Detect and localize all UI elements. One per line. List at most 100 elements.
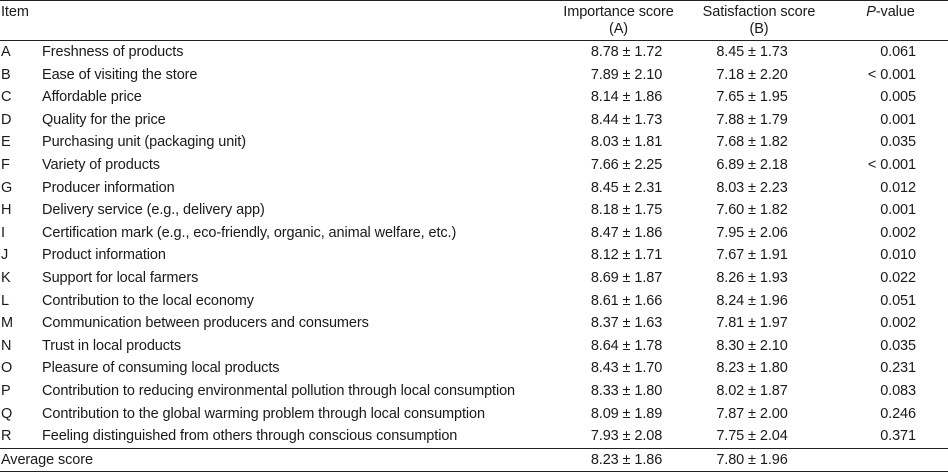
row-p-value: 0.051 — [880, 292, 916, 309]
table-row: D Quality for the price 8.44 ± 1.73 7.88 ± … — [0, 109, 948, 132]
row-satisfaction-score: 7.88 ± 1.79 — [716, 111, 788, 128]
table-row: O Pleasure of consuming local products 8.4… — [0, 357, 948, 380]
row-item-label: Delivery service (e.g., delivery app) — [42, 202, 265, 219]
row-letter: F — [1, 156, 10, 173]
table-row: M Communication between producers and con… — [0, 312, 948, 335]
row-item-label: Communication between producers and cons… — [42, 315, 369, 332]
row-satisfaction-score: 8.24 ± 1.96 — [716, 292, 788, 309]
table-row: C Affordable price 8.14 ± 1.86 7.65 ± 1.95 0… — [0, 86, 948, 109]
row-satisfaction-score: 7.60 ± 1.82 — [716, 202, 788, 219]
table-row: F Variety of products 7.66 ± 2.25 6.89 ± 2.… — [0, 154, 948, 177]
row-letter: R — [1, 428, 12, 445]
table-row: E Purchasing unit (packaging unit) 8.03 ± … — [0, 131, 948, 154]
row-importance-score: 8.45 ± 2.31 — [590, 179, 663, 196]
row-p-value: < 0.001 — [867, 66, 916, 83]
row-letter: C — [1, 89, 12, 106]
table-row: P Contribution to reducing environmental … — [0, 380, 948, 403]
row-importance-score: 7.66 ± 2.25 — [590, 156, 663, 173]
table-row: H Delivery service (e.g., delivery app) 8.… — [0, 199, 948, 222]
row-satisfaction-score: 8.23 ± 1.80 — [716, 360, 788, 377]
row-importance-score: 8.64 ± 1.78 — [590, 337, 663, 354]
row-p-value: 0.002 — [880, 224, 916, 241]
table-row: J Product information 8.12 ± 1.71 7.67 ± 1.… — [0, 244, 948, 267]
table-body: A Freshness of products 8.78 ± 1.72 8.45 ± … — [0, 41, 948, 449]
row-p-value: 0.035 — [880, 134, 916, 151]
row-letter: H — [1, 202, 12, 219]
row-letter: J — [1, 247, 9, 264]
row-satisfaction-score: 6.89 ± 2.18 — [716, 156, 788, 173]
header-satisfaction: Satisfaction score (B) — [685, 1, 833, 41]
row-importance-score: 8.78 ± 1.72 — [590, 44, 663, 60]
row-item-label: Contribution to the local economy — [42, 292, 254, 309]
row-letter: L — [1, 292, 9, 309]
row-satisfaction-score: 7.95 ± 2.06 — [716, 224, 788, 241]
row-importance-score: 8.12 ± 1.71 — [590, 247, 663, 264]
row-p-value: 0.371 — [880, 428, 916, 445]
row-letter: I — [1, 224, 5, 241]
row-p-value: 0.246 — [880, 405, 916, 422]
row-satisfaction-score: 7.65 ± 1.95 — [716, 89, 788, 106]
row-item-label: Pleasure of consuming local products — [42, 360, 280, 377]
row-importance-score: 8.44 ± 1.73 — [590, 111, 663, 128]
row-importance-score: 8.37 ± 1.63 — [590, 315, 663, 332]
row-letter: Q — [1, 405, 13, 422]
row-letter: O — [1, 360, 13, 377]
row-importance-score: 8.69 ± 1.87 — [590, 269, 663, 286]
row-satisfaction-score: 8.26 ± 1.93 — [716, 269, 788, 286]
average-importance: 8.23 ± 1.86 — [590, 451, 663, 468]
row-importance-score: 8.03 ± 1.81 — [590, 134, 663, 151]
row-p-value: 0.061 — [880, 44, 916, 60]
row-letter: A — [1, 44, 11, 60]
row-p-value: 0.035 — [880, 337, 916, 354]
row-satisfaction-score: 8.45 ± 1.73 — [716, 44, 788, 60]
row-importance-score: 7.89 ± 2.10 — [590, 66, 663, 83]
row-letter: N — [1, 337, 12, 354]
row-importance-score: 7.93 ± 2.08 — [590, 428, 663, 445]
row-p-value: 0.001 — [880, 111, 916, 128]
row-satisfaction-score: 8.30 ± 2.10 — [716, 337, 788, 354]
header-p-value: P-value — [833, 1, 948, 41]
row-importance-score: 8.47 ± 1.86 — [590, 224, 663, 241]
row-p-value: < 0.001 — [867, 156, 916, 173]
row-importance-score: 8.09 ± 1.89 — [590, 405, 663, 422]
row-item-label: Producer information — [42, 179, 175, 196]
header-item: Item — [0, 1, 552, 41]
header-p-rest: -value — [875, 4, 915, 20]
row-importance-score: 8.18 ± 1.75 — [590, 202, 663, 219]
row-item-label: Contribution to the global warming probl… — [42, 405, 485, 422]
header-importance-line1: Importance score — [563, 4, 674, 20]
row-item-label: Support for local farmers — [42, 269, 199, 286]
table-footer: Average score 8.23 ± 1.86 7.80 ± 1.96 — [0, 448, 948, 472]
row-satisfaction-score: 7.87 ± 2.00 — [716, 405, 788, 422]
row-importance-score: 8.14 ± 1.86 — [590, 89, 663, 106]
table-row: K Support for local farmers 8.69 ± 1.87 8.2… — [0, 267, 948, 290]
header-item-label: Item — [1, 4, 29, 20]
row-p-value: 0.022 — [880, 269, 916, 286]
row-letter: P — [1, 382, 11, 399]
row-p-value: 0.231 — [880, 360, 916, 377]
header-row: Item Importance score (A) Satisfaction s… — [0, 0, 948, 41]
row-satisfaction-score: 8.03 ± 2.23 — [716, 179, 788, 196]
row-item-label: Quality for the price — [42, 111, 166, 128]
row-p-value: 0.083 — [880, 382, 916, 399]
table-row: L Contribution to the local economy 8.61 ±… — [0, 290, 948, 313]
row-item-label: Freshness of products — [42, 44, 184, 60]
average-p-value — [833, 448, 948, 471]
row-p-value: 0.005 — [880, 89, 916, 106]
row-satisfaction-score: 7.67 ± 1.91 — [716, 247, 788, 264]
row-item-label: Trust in local products — [42, 337, 181, 354]
row-item-label: Feeling distinguished from others throug… — [42, 428, 458, 445]
table-row: I Certification mark (e.g., eco-friendly,… — [0, 222, 948, 245]
header-importance: Importance score (A) — [552, 1, 685, 41]
table-row: N Trust in local products 8.64 ± 1.78 8.30 … — [0, 335, 948, 358]
row-p-value: 0.001 — [880, 202, 916, 219]
row-importance-score: 8.43 ± 1.70 — [590, 360, 663, 377]
row-letter: E — [1, 134, 11, 151]
table-row: A Freshness of products 8.78 ± 1.72 8.45 ± … — [0, 41, 948, 64]
row-satisfaction-score: 7.75 ± 2.04 — [716, 428, 788, 445]
row-item-label: Product information — [42, 247, 166, 264]
average-satisfaction: 7.80 ± 1.96 — [716, 451, 788, 468]
row-satisfaction-score: 7.68 ± 1.82 — [716, 134, 788, 151]
